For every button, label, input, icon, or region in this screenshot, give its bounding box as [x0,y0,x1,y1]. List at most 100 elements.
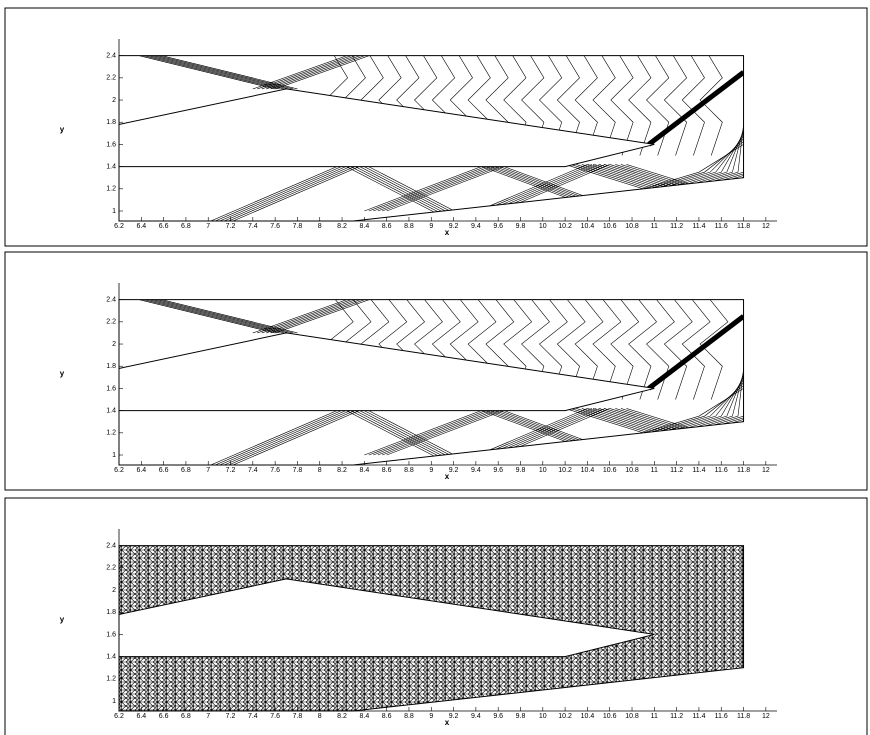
contour-line [414,299,443,400]
contour-line [359,164,472,221]
contour-line [581,379,744,434]
y-axis-label: y [60,369,65,378]
x-tick-label: 10 [539,713,547,720]
x-tick-label: 8.2 [337,467,347,474]
x-axis-label: x [445,228,450,237]
x-tick-label: 6.8 [181,467,191,474]
contour-line [581,135,744,190]
contour-line [208,408,343,465]
contour-line [368,164,492,212]
contour-line [386,164,510,212]
contour-line [341,164,454,221]
contour-line [576,382,744,434]
x-tick-label: 10.2 [558,713,572,720]
contour-line [342,299,372,400]
x-tick-label: 7.6 [270,467,280,474]
x-tick-label: 7.8 [293,713,303,720]
contour-line [377,164,501,212]
contour-line [473,164,597,217]
contour-line [598,127,744,190]
field [130,299,744,465]
contour-line [469,164,592,217]
x-tick-label: 8.8 [404,713,414,720]
x-tick-label: 11.4 [692,467,705,474]
x-tick-label: 6.6 [159,467,169,474]
x-tick-label: 10.8 [625,467,639,474]
contour-line [628,55,652,156]
x-tick-label: 10.4 [581,467,595,474]
x-tick-label: 11 [651,713,658,720]
x-tick-label: 8.6 [382,223,392,230]
contour-line [570,385,744,434]
x-tick-label: 7.4 [248,467,258,474]
x-tick-label: 7.6 [270,223,280,230]
x-axis-label: x [445,718,450,727]
contour-line [346,164,459,221]
contour-line [604,124,744,190]
x-tick-label: 9.6 [493,223,503,230]
x-tick-label: 7.2 [226,713,236,720]
x-tick-label: 12 [762,713,770,720]
contour-line [615,119,744,190]
y-tick-label: 1.2 [106,430,116,437]
contour-line [556,299,586,400]
contour-line [266,299,367,334]
contour-line [647,314,744,391]
contour-line [576,138,744,190]
contour-line [230,164,365,221]
contour-line [539,55,563,156]
contour-line [521,55,545,156]
x-tick-label: 12 [762,467,770,474]
y-tick-label: 1.6 [106,631,116,638]
contour-line [341,408,454,465]
contour-line [143,55,289,90]
panel: 6.2 6.4 6.6 6.8 7 7.2 7.4 7.6 7.8 8 8.2 8.4 8.6 8.8 9 9… [4,251,868,491]
contour-line [386,408,510,456]
contour-line [467,55,491,156]
y-tick-label: 1.4 [106,653,116,660]
contour-line [350,408,463,465]
contour-line [212,408,347,465]
contour-line [364,408,488,456]
x-tick-label: 9.4 [471,223,481,230]
y-tick-label: 2.4 [106,542,116,549]
x-tick-label: 11.8 [737,223,750,230]
contour-line [382,164,505,212]
contour-line [628,299,657,400]
x-tick-label: 10.8 [625,223,639,230]
x-tick-label: 6.2 [114,223,124,230]
x-tick-label: 11.4 [692,223,705,230]
contour-line [152,299,298,334]
contour-line [574,55,598,156]
x-tick-label: 6.8 [181,713,191,720]
contour-line [431,299,461,400]
x-tick-label: 7.4 [248,713,258,720]
contour-line [485,55,509,156]
contour-line [592,299,622,400]
x-tick-label: 6.6 [159,713,169,720]
x-tick-label: 9.4 [471,467,481,474]
contour-line [270,55,372,90]
x-tick-label: 7 [206,467,210,474]
contour-line [275,55,376,90]
x-tick-label: 11.2 [670,223,683,230]
contour-line [225,408,361,465]
x-tick-label: 9.8 [516,467,526,474]
contour-line [592,374,744,434]
contour-line [467,299,497,400]
x-tick-label: 9 [429,223,433,230]
contour-line [350,164,463,221]
contour-line [138,299,285,334]
y-tick-label: 2 [112,587,116,594]
contour-line [699,299,729,400]
y-tick-label: 1.8 [106,609,116,616]
contour-line [565,144,744,190]
x-tick-label: 11.2 [670,467,683,474]
field [119,545,744,711]
x-tick-label: 10.6 [603,467,617,474]
x-tick-label: 10.4 [581,713,595,720]
contour-line [221,408,356,465]
contour-line [377,408,501,456]
y-tick-label: 2 [112,97,116,104]
